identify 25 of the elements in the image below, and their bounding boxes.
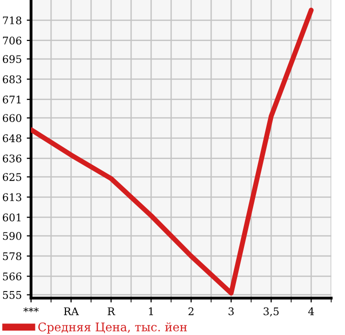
y-tick-label: 695 bbox=[2, 55, 22, 64]
y-tick-label: 706 bbox=[3, 36, 22, 45]
y-tick-label: 718 bbox=[3, 16, 22, 24]
y-tick-label: 683 bbox=[2, 75, 22, 84]
line-series bbox=[31, 8, 314, 296]
y-tick-label: 636 bbox=[2, 154, 22, 162]
y-tick-label: 578 bbox=[3, 252, 22, 260]
y-tick-label: 566 bbox=[3, 272, 22, 280]
y-tick-label: 660 bbox=[2, 114, 22, 122]
x-tick-label: 4 bbox=[308, 307, 314, 316]
x-tick-label: *** bbox=[23, 307, 39, 312]
y-tick-label: 671 bbox=[2, 96, 21, 104]
x-tick-label: RA bbox=[64, 308, 79, 316]
x-tick-label: R bbox=[108, 308, 116, 316]
x-tick-label: 1 bbox=[149, 307, 153, 316]
x-tick-label: 3 bbox=[228, 307, 234, 316]
y-tick-label: 648 bbox=[2, 134, 22, 142]
x-tick-label: 2 bbox=[188, 307, 194, 316]
y-tick-label: 613 bbox=[2, 193, 22, 202]
y-tick-label: 601 bbox=[2, 214, 21, 222]
y-tick-label: 590 bbox=[3, 232, 22, 240]
y-tick-label: 555 bbox=[3, 291, 22, 299]
legend-label: Средняя Цена, тыс. йен bbox=[38, 322, 187, 334]
x-tick-label: 3,5 bbox=[264, 307, 279, 317]
y-tick-label: 625 bbox=[2, 173, 22, 181]
